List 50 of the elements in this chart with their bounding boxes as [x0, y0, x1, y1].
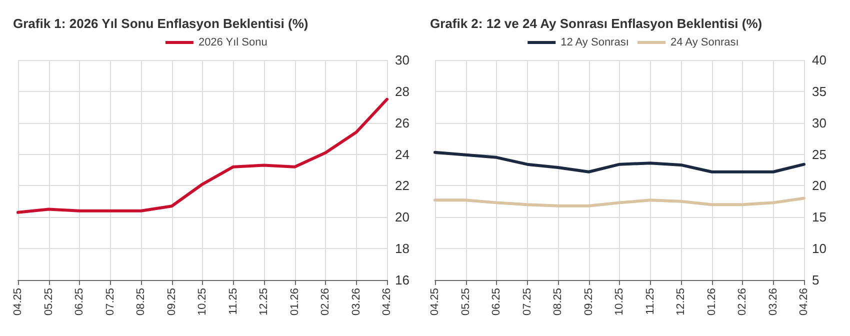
x-tick-label: 11.25: [227, 288, 240, 315]
y-tick-label: 18: [395, 241, 410, 256]
x-tick-label: 10.25: [614, 288, 626, 316]
y-tick-label: 16: [395, 272, 410, 288]
x-tick-label: 12.25: [675, 288, 687, 316]
x-tick-label: 12.25: [258, 288, 270, 316]
y-tick-label: 20: [395, 210, 410, 225]
legend-label: 12 Ay Sonrası: [560, 36, 629, 48]
y-tick-label: 26: [395, 115, 410, 130]
x-tick-label: 10.25: [196, 288, 208, 316]
y-tick-label: 24: [395, 146, 410, 162]
x-tick-label: 09.25: [582, 288, 595, 316]
y-tick-label: 20: [812, 178, 826, 194]
y-tick-label: 25: [812, 146, 826, 162]
x-tick-label: 04.26: [381, 288, 393, 316]
x-tick-label: 06.25: [74, 288, 86, 316]
y-tick-label: 30: [812, 115, 826, 130]
x-tick-label: 09.25: [166, 288, 178, 316]
line-series: [434, 150, 806, 174]
y-tick-label: 30: [395, 52, 410, 68]
x-tick-label: 08.25: [552, 288, 564, 316]
x-tick-label: 08.25: [135, 288, 147, 316]
chart-title: Grafik 2: 12 ve 24 Ay Sonrası Enflasyon Beklentisi (%): [430, 16, 762, 31]
legend-label: 24 Ay Sonrası: [670, 36, 739, 48]
x-tick-label: 07.25: [104, 288, 116, 316]
chart-title: Grafik 1: 2026 Yıl Sonu Enflasyon Beklentisi (%): [13, 16, 308, 31]
x-tick-label: 02.26: [320, 288, 332, 316]
y-tick-label: 28: [395, 84, 410, 99]
x-tick-label: 07.25: [521, 288, 534, 316]
x-tick-label: 04.25: [429, 288, 441, 316]
y-tick-label: 35: [812, 84, 826, 99]
x-tick-label: 05.25: [42, 288, 55, 316]
x-tick-label: 04.26: [798, 288, 810, 316]
x-tick-label: 01.26: [288, 288, 301, 316]
y-tick-label: 22: [395, 178, 410, 194]
y-tick-label: 5: [812, 272, 820, 288]
y-tick-label: 15: [812, 210, 826, 225]
x-tick-label: 02.26: [736, 288, 748, 316]
y-tick-label: 10: [812, 241, 826, 256]
x-tick-label: 03.26: [767, 288, 780, 316]
x-tick-label: 01.26: [706, 288, 718, 316]
x-tick-label: 06.25: [490, 288, 502, 316]
y-tick-label: 40: [812, 52, 826, 68]
x-tick-label: 05.25: [460, 288, 472, 316]
x-tick-label: 03.26: [350, 288, 362, 316]
x-tick-label: 04.25: [12, 288, 24, 316]
line-series: [434, 196, 806, 208]
line-series: [16, 98, 388, 214]
x-tick-label: 11.25: [644, 288, 656, 315]
legend-label: 2026 Yıl Sonu: [198, 36, 268, 48]
